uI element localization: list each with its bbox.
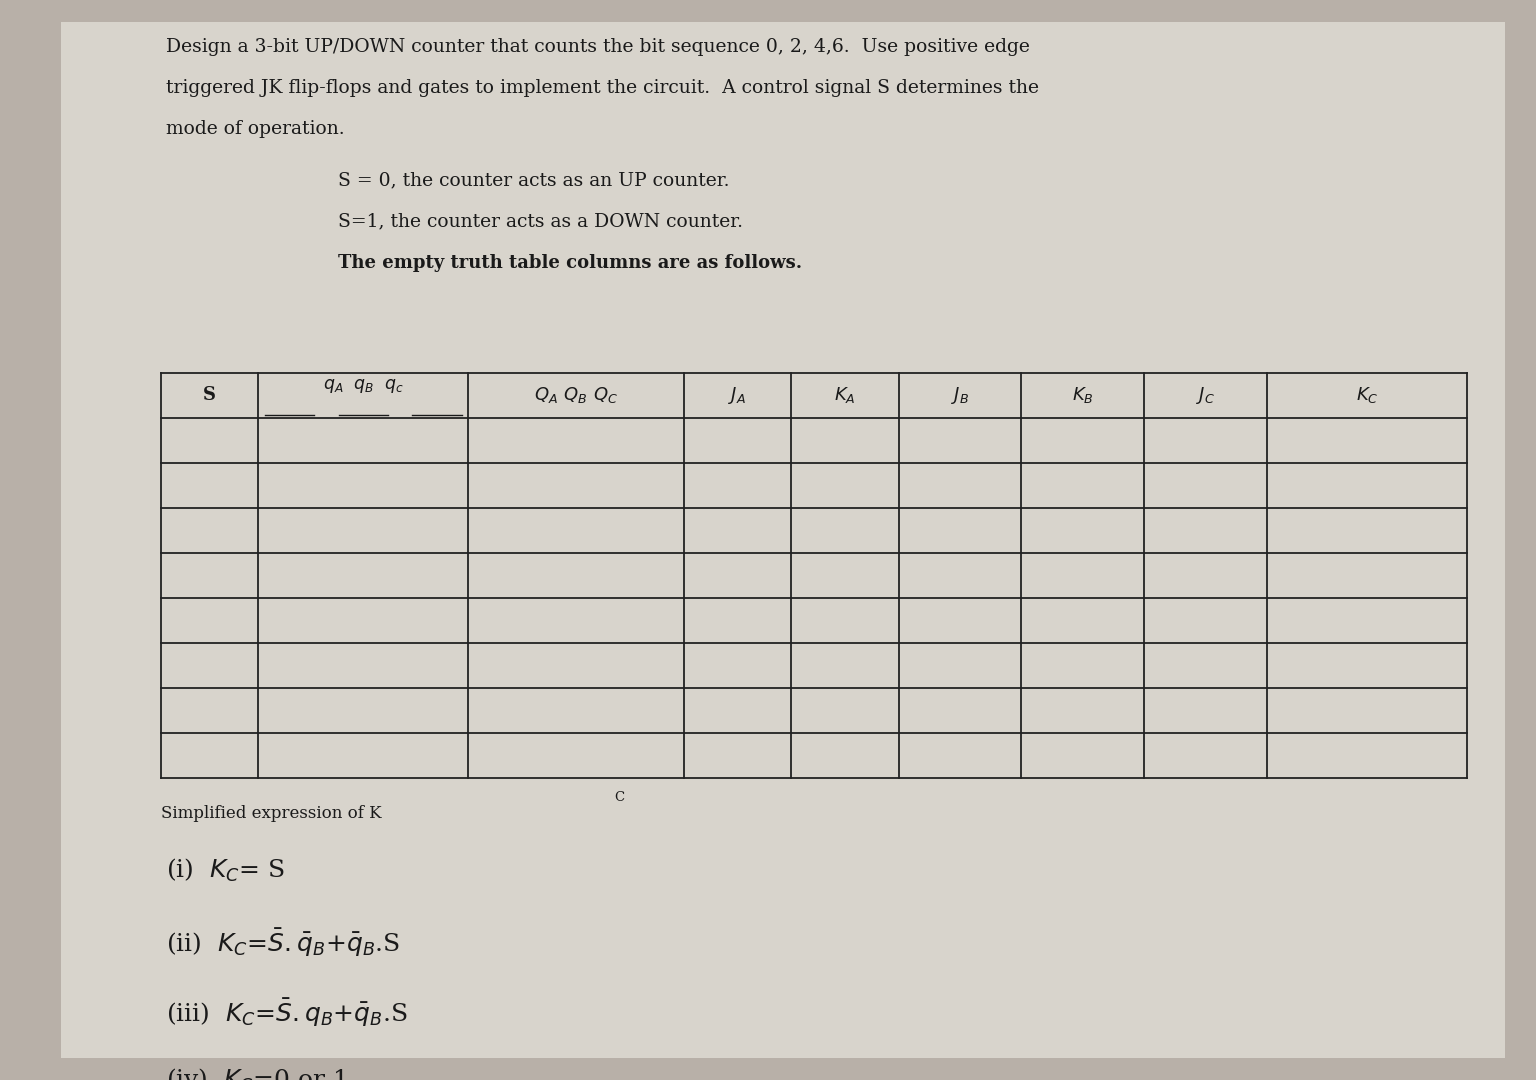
Text: C: C xyxy=(614,791,625,804)
FancyBboxPatch shape xyxy=(61,22,1505,1058)
Text: $J_B$: $J_B$ xyxy=(951,384,969,406)
Text: Simplified expression of K: Simplified expression of K xyxy=(161,805,382,822)
Text: $K_B$: $K_B$ xyxy=(1072,386,1094,405)
Text: S = 0, the counter acts as an UP counter.: S = 0, the counter acts as an UP counter… xyxy=(338,172,730,190)
Text: (iii)  $K_C$=$\bar{S}.q_B$+$\bar{q}_B$.S: (iii) $K_C$=$\bar{S}.q_B$+$\bar{q}_B$.S xyxy=(166,997,409,1029)
Text: (i)  $K_C$= S: (i) $K_C$= S xyxy=(166,856,284,883)
Text: $K_C$: $K_C$ xyxy=(1356,386,1378,405)
Text: (ii)  $K_C$=$\bar{S}.\bar{q}_B$+$\bar{q}_B$.S: (ii) $K_C$=$\bar{S}.\bar{q}_B$+$\bar{q}_… xyxy=(166,927,401,959)
Text: (iv)  $K_C$=0 or 1: (iv) $K_C$=0 or 1 xyxy=(166,1067,347,1080)
Text: S: S xyxy=(203,386,217,404)
Text: $K_A$: $K_A$ xyxy=(834,386,856,405)
Text: Design a 3-bit UP/DOWN counter that counts the bit sequence 0, 2, 4,6.  Use posi: Design a 3-bit UP/DOWN counter that coun… xyxy=(166,38,1029,56)
Text: $q_A$  $q_B$  $q_c$: $q_A$ $q_B$ $q_c$ xyxy=(323,377,404,395)
Text: mode of operation.: mode of operation. xyxy=(166,120,344,138)
Text: $Q_A$ $Q_B$ $Q_C$: $Q_A$ $Q_B$ $Q_C$ xyxy=(535,386,617,405)
Text: $J_A$: $J_A$ xyxy=(728,384,746,406)
Text: $J_C$: $J_C$ xyxy=(1197,384,1215,406)
Text: The empty truth table columns are as follows.: The empty truth table columns are as fol… xyxy=(338,254,802,272)
Text: triggered JK flip-flops and gates to implement the circuit.  A control signal S : triggered JK flip-flops and gates to imp… xyxy=(166,79,1038,97)
Text: S=1, the counter acts as a DOWN counter.: S=1, the counter acts as a DOWN counter. xyxy=(338,213,743,231)
